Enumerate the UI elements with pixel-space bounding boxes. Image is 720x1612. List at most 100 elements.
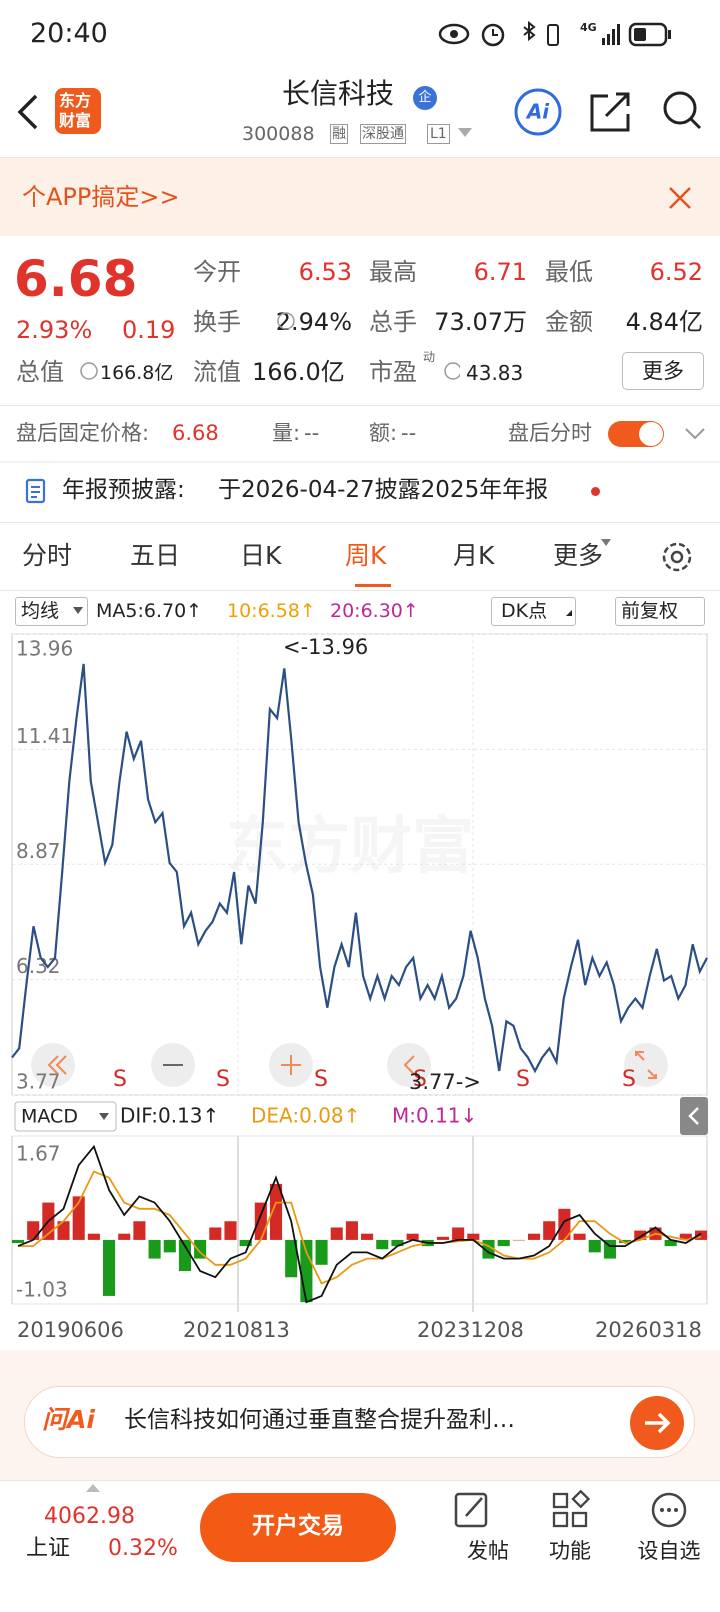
stat-label: 金额	[545, 308, 593, 336]
stat-superscript: 动	[423, 350, 436, 364]
banner-text[interactable]: 个APP搞定>>	[22, 183, 180, 211]
tab[interactable]: 五日	[130, 541, 181, 570]
header-actions[interactable]: Ai	[514, 86, 704, 138]
high-annotation: <-13.96	[283, 635, 368, 659]
dropdown-arrow	[73, 607, 83, 614]
tool-icon	[47, 1055, 67, 1075]
ask-ai-bar[interactable]	[24, 1386, 695, 1458]
amount-value: --	[401, 421, 417, 445]
watermark: 东方财富	[226, 809, 474, 882]
divider	[0, 1480, 720, 1481]
x-tick-label: 20210813	[183, 1318, 290, 1342]
stat-label: 市盈	[369, 358, 417, 386]
nav-label[interactable]: 设自选	[637, 1539, 701, 1563]
ask-ai-send[interactable]	[628, 1394, 686, 1452]
stock-tag: 深股通	[360, 124, 406, 144]
macd-bar	[118, 1233, 131, 1240]
x-tick-label: 20190606	[17, 1318, 124, 1342]
macd-bar	[209, 1227, 222, 1240]
stat-value: 6.71	[473, 258, 527, 286]
trade-button-label[interactable]: 开户交易	[252, 1513, 344, 1539]
stat-label: 换手	[193, 308, 241, 336]
status-icons	[438, 20, 671, 47]
ask-ai-brand[interactable]: 问Ai	[42, 1405, 95, 1434]
dk-label[interactable]: DK点	[501, 600, 548, 622]
macd-bar	[87, 1233, 100, 1240]
stat-label: 今开	[193, 258, 241, 286]
adjust-label[interactable]: 前复权	[621, 600, 679, 622]
back-button[interactable]	[14, 92, 44, 132]
more-button[interactable]	[622, 352, 704, 390]
macd-bar	[452, 1227, 465, 1240]
index-value[interactable]: 4062.98	[44, 1504, 135, 1529]
ma-selector-label[interactable]: 均线	[21, 600, 60, 622]
y-tick-label: 8.87	[16, 839, 61, 863]
close-button[interactable]	[668, 186, 692, 210]
nav-label[interactable]: 功能	[549, 1539, 591, 1563]
macd-bar	[573, 1233, 586, 1240]
index-change[interactable]: 0.32%	[108, 1536, 178, 1561]
macd-bar	[543, 1221, 556, 1240]
ma-selector[interactable]	[15, 597, 88, 626]
chart-tool-button[interactable]	[387, 1043, 431, 1087]
price-line	[11, 663, 708, 1074]
nav-icons[interactable]	[440, 1488, 710, 1532]
settings-button[interactable]	[658, 538, 696, 576]
macd-bar	[436, 1236, 450, 1240]
macd-bar	[239, 1239, 252, 1247]
after-hours-label: 盘后固定价格:	[16, 421, 150, 445]
status-time: 20:40	[30, 18, 108, 49]
tab[interactable]: 分时	[22, 541, 73, 570]
nav-label[interactable]: 发帖	[467, 1539, 509, 1563]
after-hours-toggle[interactable]	[606, 418, 706, 450]
dif-line	[17, 1144, 702, 1304]
stat-value: 73.07万	[434, 308, 527, 336]
macd-bar	[345, 1221, 358, 1240]
info-icons[interactable]	[0, 300, 460, 380]
change-amount: 0.19	[122, 316, 176, 344]
tab[interactable]: 月K	[453, 541, 495, 570]
tab[interactable]: 周K	[345, 541, 387, 570]
dropdown-arrow[interactable]	[458, 128, 472, 138]
more-button-label[interactable]: 更多	[642, 359, 684, 383]
divider	[0, 590, 720, 591]
y-tick-label: 1.67	[16, 1142, 61, 1166]
notice-label[interactable]: 年报预披露:	[62, 477, 185, 503]
app-logo: 东方 财富	[55, 88, 101, 134]
low-annotation: 3.77->	[409, 1070, 481, 1094]
x-tick-label: 20260318	[595, 1318, 702, 1342]
adjust-button[interactable]	[615, 597, 705, 626]
ask-ai-question[interactable]: 长信科技如何通过垂直整合提升盈利…	[124, 1407, 515, 1433]
macd-bar	[27, 1221, 40, 1240]
trade-button[interactable]	[200, 1493, 396, 1562]
notice-text[interactable]: 于2026-04-27披露2025年年报	[218, 477, 549, 503]
divider	[0, 157, 720, 158]
dea-label: DEA:0.08↑	[251, 1104, 360, 1128]
stat-value: 4.84亿	[625, 308, 703, 336]
sell-signal: S	[516, 1067, 530, 1092]
stat-value: 166.8亿	[100, 362, 174, 384]
tab[interactable]: 更多	[553, 541, 604, 570]
dk-button[interactable]	[491, 597, 576, 626]
macd-bar	[619, 1239, 632, 1244]
chart-tool-button[interactable]	[31, 1043, 75, 1087]
m-label: M:0.11↓	[392, 1104, 477, 1128]
volume-value: --	[304, 421, 320, 445]
macd-bar	[588, 1239, 601, 1253]
macd-bar	[285, 1239, 298, 1278]
index-name[interactable]: 上证	[26, 1536, 71, 1561]
macd-bar	[679, 1233, 692, 1240]
scroll-button[interactable]	[680, 1097, 708, 1135]
tool-icon	[281, 1055, 301, 1075]
stat-label: 总值	[16, 358, 64, 386]
macd-bar	[361, 1233, 374, 1240]
tool-icon	[403, 1055, 415, 1075]
macd-bar	[391, 1239, 404, 1247]
promo-banner[interactable]	[0, 158, 720, 236]
stat-label: 最低	[545, 258, 593, 286]
volume-label: 量:	[272, 421, 301, 445]
macd-bar	[178, 1239, 191, 1272]
tab[interactable]: 日K	[240, 541, 282, 570]
macd-selector[interactable]	[14, 1101, 117, 1132]
after-hours-price: 6.68	[172, 421, 219, 445]
